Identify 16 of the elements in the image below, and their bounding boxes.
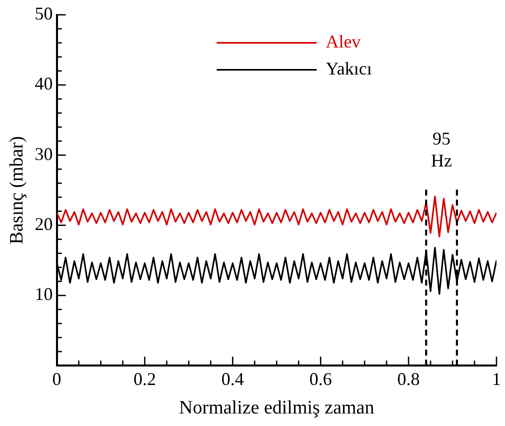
x-tick-label: 0.2 [133,369,156,390]
y-tick-label: 40 [34,74,53,94]
text: Alev [326,32,361,52]
y-tick-label: 10 [34,284,53,304]
x-axis-title: Normalize edilmiş zaman [179,398,375,419]
annotation: 95 Hz [431,128,452,170]
y-axis-title: Basınç (mbar) [6,136,28,244]
x-tick-label: 0.8 [397,369,420,390]
y-tick-label: 20 [34,214,53,234]
y-tick-label: 30 [34,144,53,164]
x-tick-label: 0 [52,369,62,390]
text: Yakıcı [326,58,372,79]
y-tick-label: 50 [34,4,53,24]
x-tick-label: 0.6 [309,369,332,390]
x-tick-label: 1 [492,369,501,390]
x-tick-label: 0.4 [221,369,244,390]
